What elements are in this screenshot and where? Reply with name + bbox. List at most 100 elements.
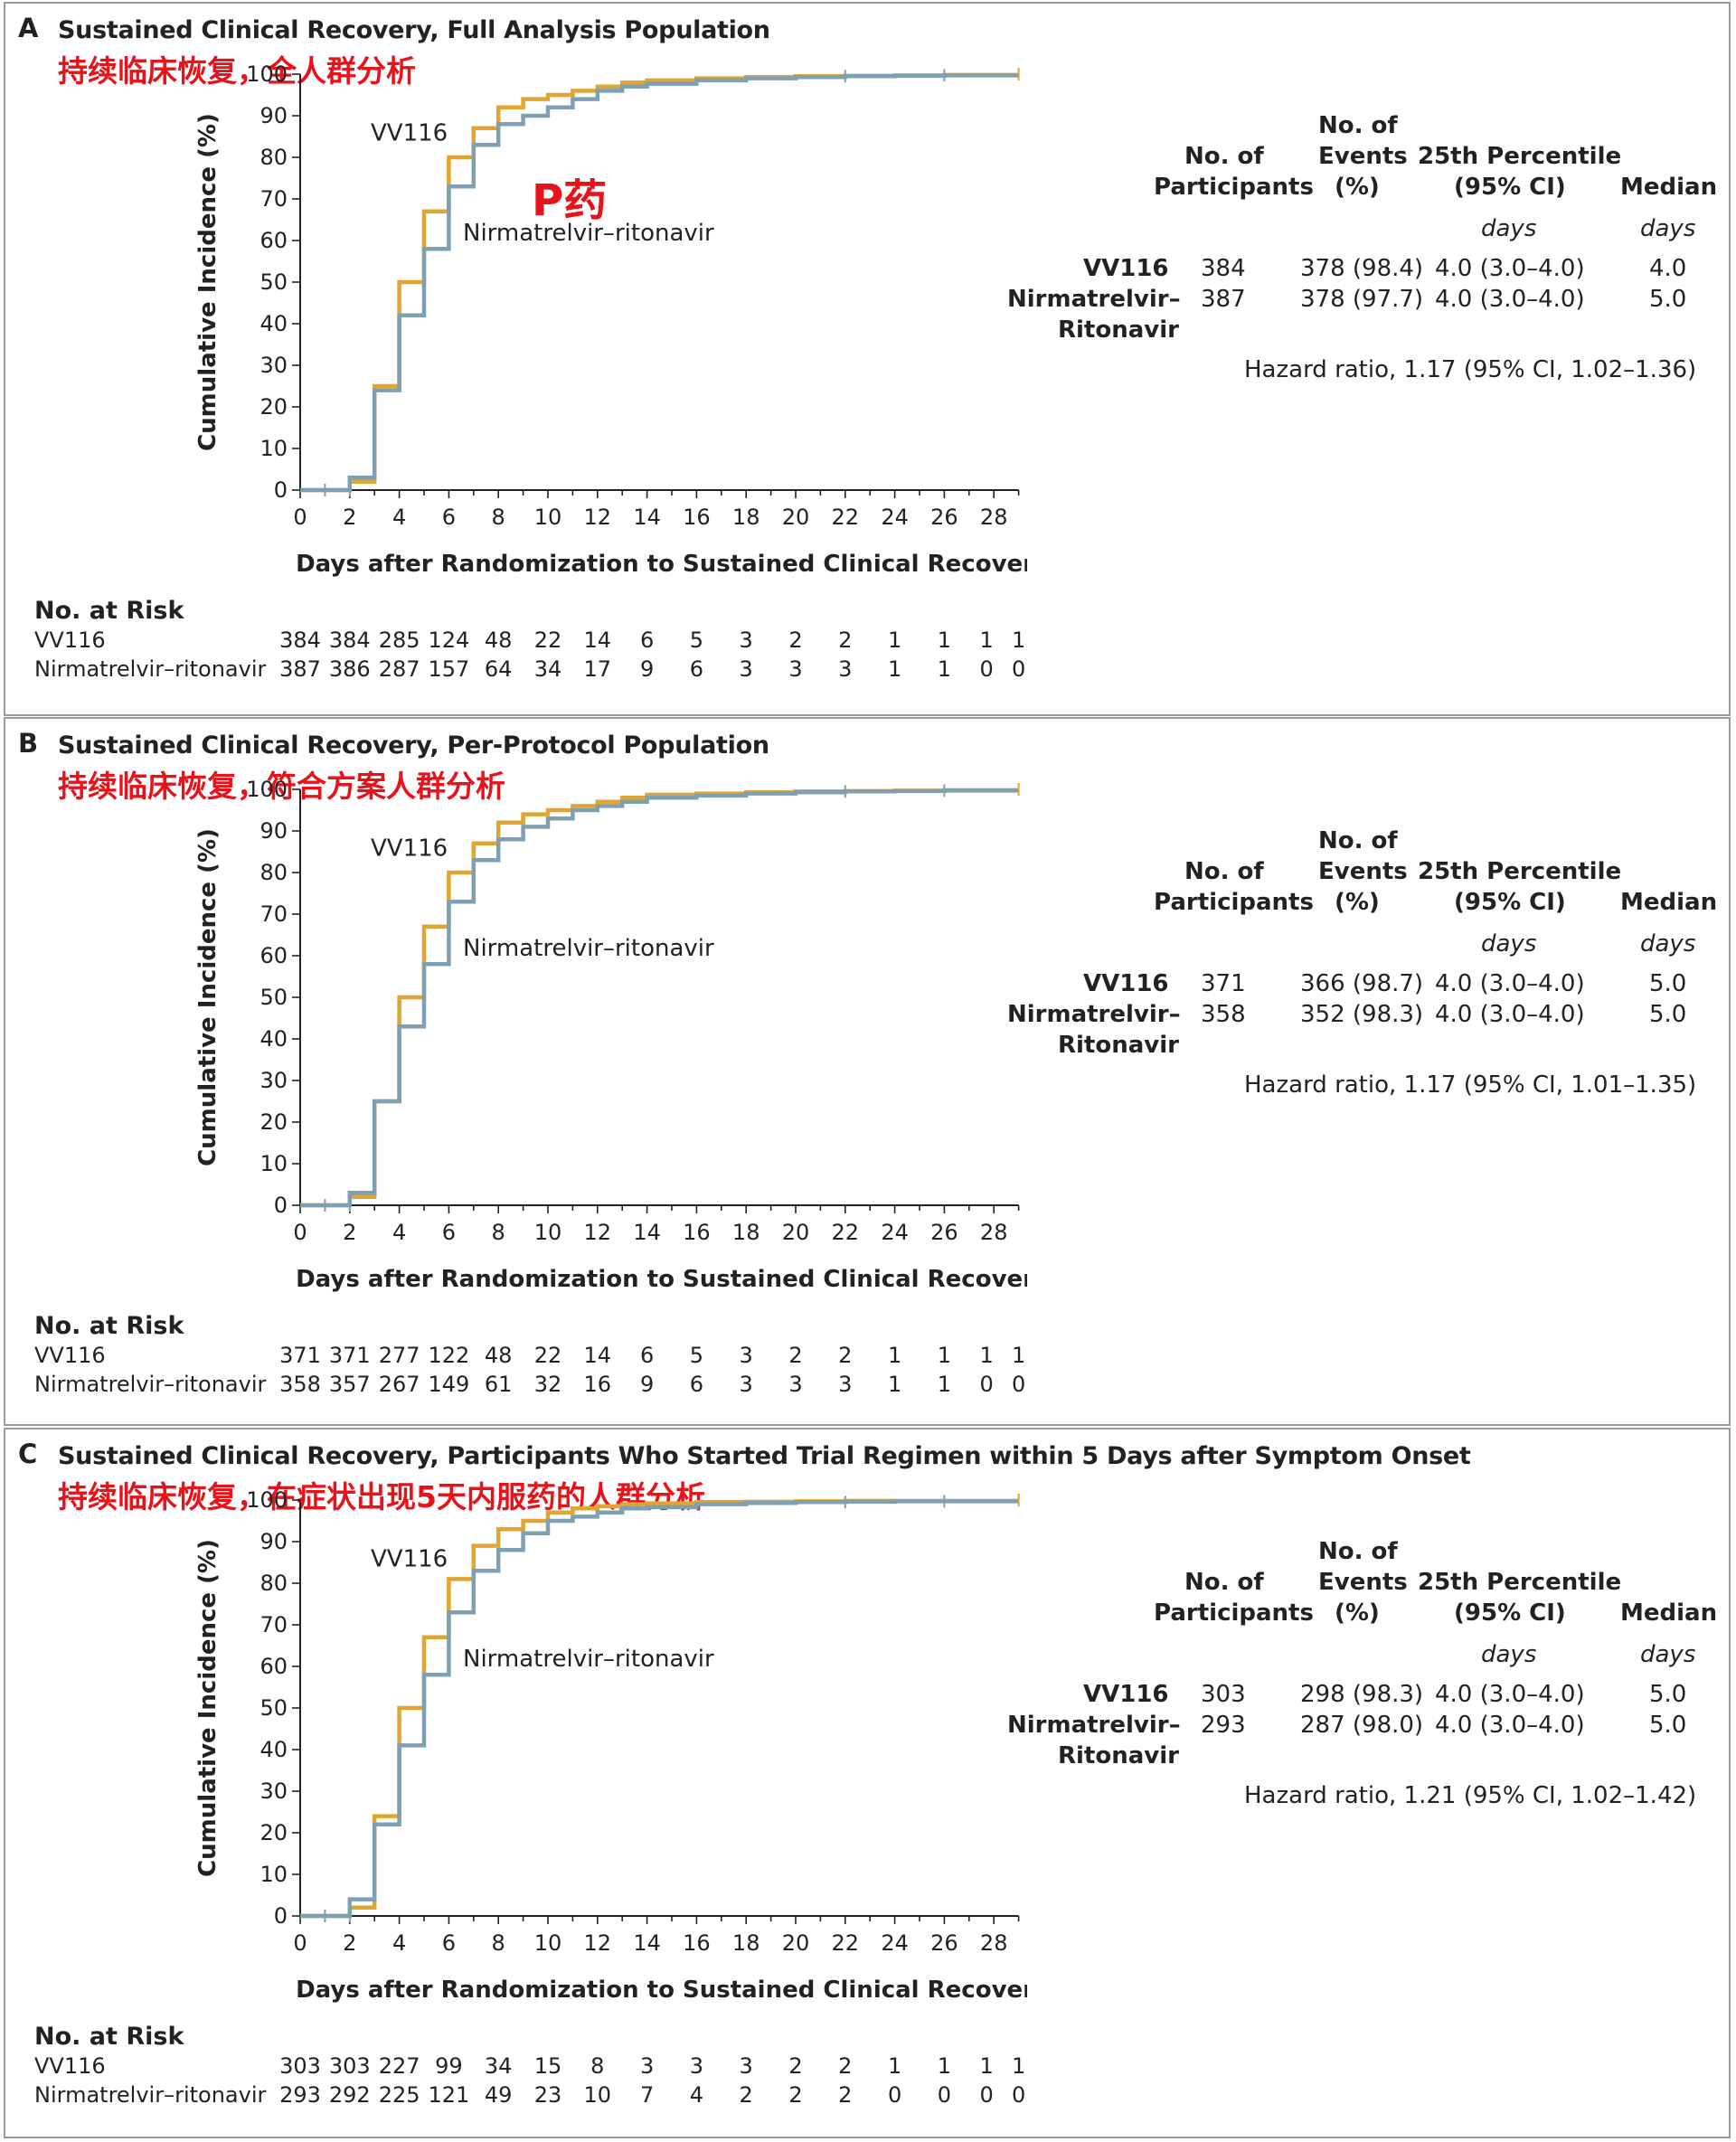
x-tick-label: 2 [343, 1220, 356, 1245]
risk-count-vv116: 2 [788, 2053, 803, 2079]
risk-count-vv116: 22 [533, 628, 562, 653]
row-nirm-median: 5.0 [1649, 1712, 1687, 1739]
hazard-ratio: Hazard ratio, 1.17 (95% CI, 1.02–1.36) [1244, 356, 1697, 383]
risk-count-nirm: 0 [1011, 656, 1026, 682]
x-tick-label: 26 [930, 1930, 958, 1956]
x-tick-label: 24 [881, 505, 909, 530]
y-tick-label: 10 [259, 1151, 288, 1176]
y-tick-label: 90 [259, 1529, 288, 1554]
risk-count-nirm: 2 [838, 2082, 853, 2108]
risk-count-nirm: 23 [533, 2082, 562, 2108]
nirmatrelvir-curve-label: Nirmatrelvir–ritonavir [463, 220, 714, 247]
risk-count-nirm: 0 [979, 2082, 994, 2108]
median-header: Median [1620, 174, 1718, 201]
risk-row-vv116-label: VV116 [34, 2053, 106, 2079]
risk-count-vv116: 2 [838, 2053, 853, 2079]
y-tick-label: 80 [259, 145, 288, 170]
row-nirm-events: 352 (98.3) [1300, 1001, 1424, 1028]
x-tick-label: 22 [832, 505, 860, 530]
risk-count-nirm: 17 [583, 656, 612, 682]
row-vv116-median: 5.0 [1649, 1681, 1687, 1708]
risk-count-nirm: 32 [533, 1372, 562, 1397]
y-tick-label: 30 [259, 1779, 288, 1804]
y-tick-label: 90 [259, 103, 288, 128]
row-nirm-events: 378 (97.7) [1300, 286, 1424, 313]
risk-count-nirm: 7 [639, 2082, 655, 2108]
km-chart: 0 2 4 6 8 10 12 14 16 18 20 22 24 26 28010203040506070… [194, 777, 1027, 1293]
x-tick-label: 2 [343, 1930, 356, 1956]
x-tick-label: 6 [442, 505, 456, 530]
x-tick-label: 26 [930, 505, 958, 530]
y-tick-label: 50 [259, 269, 288, 295]
y-tick-label: 0 [274, 1903, 288, 1929]
percentile-header-2: (95% CI) [1454, 1599, 1566, 1627]
percentile-header-1: 25th Percentile [1418, 858, 1622, 885]
risk-count-nirm: 61 [484, 1372, 513, 1397]
row-nirm-participants: 358 [1201, 1001, 1246, 1028]
risk-count-nirm: 4 [689, 2082, 704, 2108]
risk-count-vv116: 3 [739, 628, 753, 653]
row-vv116-events: 378 (98.4) [1300, 255, 1424, 282]
panel-title: Sustained Clinical Recovery, Full Analys… [58, 16, 770, 44]
percentile-unit: days [1481, 930, 1537, 958]
row-vv116-percentile: 4.0 (3.0–4.0) [1435, 970, 1585, 997]
risk-count-nirm: 1 [937, 1372, 952, 1397]
risk-count-vv116: 3 [639, 2053, 655, 2079]
percentile-header-2: (95% CI) [1454, 174, 1566, 201]
row-nirm-participants: 293 [1201, 1712, 1246, 1739]
risk-count-vv116: 1 [979, 628, 994, 653]
risk-count-nirm: 1 [887, 656, 902, 682]
x-tick-label: 0 [293, 505, 307, 530]
y-tick-label: 100 [246, 1487, 288, 1513]
risk-count-vv116: 3 [739, 2053, 753, 2079]
x-tick-label: 12 [584, 1930, 612, 1956]
risk-count-vv116: 384 [328, 628, 371, 653]
participants-header-2: Participants [1154, 1599, 1314, 1627]
risk-row-vv116-label: VV116 [34, 628, 106, 653]
y-tick-label: 40 [259, 311, 288, 336]
y-tick-label: 80 [259, 860, 288, 885]
risk-count-nirm: 1 [887, 1372, 902, 1397]
events-header-2: Events [1318, 143, 1408, 170]
x-tick-label: 16 [683, 505, 711, 530]
risk-count-nirm: 287 [378, 656, 420, 682]
x-tick-label: 16 [683, 1220, 711, 1245]
risk-count-vv116: 14 [583, 628, 612, 653]
panel-title: Sustained Clinical Recovery, Per-Protoco… [58, 731, 769, 760]
risk-header: No. at Risk [34, 1312, 184, 1340]
risk-count-nirm: 292 [328, 2082, 371, 2108]
y-axis-label: Cumulative Incidence (%) [194, 1539, 222, 1877]
participants-header-1: No. of [1184, 1569, 1264, 1596]
x-tick-label: 22 [832, 1930, 860, 1956]
panel-letter: A [18, 13, 39, 43]
risk-count-nirm: 1 [937, 656, 952, 682]
x-tick-label: 0 [293, 1930, 307, 1956]
y-tick-label: 70 [259, 186, 288, 212]
row-vv116-events: 298 (98.3) [1300, 1681, 1424, 1708]
risk-count-vv116: 1 [1011, 2053, 1026, 2079]
events-header-3: (%) [1335, 889, 1380, 916]
y-tick-label: 50 [259, 1695, 288, 1721]
risk-count-vv116: 2 [838, 1343, 853, 1368]
participants-header-1: No. of [1184, 858, 1264, 885]
x-tick-label: 4 [392, 1220, 406, 1245]
risk-count-nirm: 0 [1011, 1372, 1026, 1397]
x-tick-label: 28 [980, 1930, 1008, 1956]
x-tick-label: 0 [293, 1220, 307, 1245]
risk-row-nirm-label: Nirmatrelvir–ritonavir [34, 1372, 267, 1397]
risk-count-vv116: 227 [378, 2053, 420, 2079]
y-tick-label: 60 [259, 228, 288, 253]
participants-header-2: Participants [1154, 889, 1314, 916]
x-tick-label: 8 [492, 1930, 505, 1956]
panel-b: B Sustained Clinical Recovery, Per-Proto… [4, 717, 1731, 1426]
y-tick-label: 50 [259, 985, 288, 1010]
events-header-3: (%) [1335, 1599, 1380, 1627]
y-tick-label: 100 [246, 777, 288, 802]
median-header: Median [1620, 1599, 1718, 1627]
x-tick-label: 8 [492, 1220, 505, 1245]
row-nirm-percentile: 4.0 (3.0–4.0) [1435, 286, 1585, 313]
risk-count-vv116: 371 [279, 1343, 321, 1368]
risk-header: No. at Risk [34, 597, 184, 625]
median-unit: days [1640, 215, 1696, 242]
x-tick-label: 28 [980, 1220, 1008, 1245]
